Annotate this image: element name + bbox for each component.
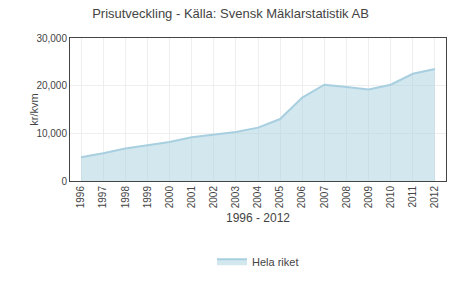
svg-text:1996 - 2012: 1996 - 2012 (226, 211, 290, 225)
svg-text:2011: 2011 (407, 186, 418, 208)
svg-text:20,000: 20,000 (36, 80, 67, 91)
svg-text:Hela riket: Hela riket (252, 256, 298, 268)
svg-text:2008: 2008 (341, 186, 352, 209)
svg-text:2007: 2007 (319, 186, 330, 209)
svg-text:0: 0 (61, 176, 67, 187)
svg-text:2002: 2002 (208, 186, 219, 209)
svg-text:30,000: 30,000 (36, 33, 67, 44)
svg-text:Prisutveckling - Källa: Svensk: Prisutveckling - Källa: Svensk Mäklarsta… (92, 6, 369, 21)
svg-text:2004: 2004 (252, 186, 263, 209)
svg-text:1998: 1998 (120, 186, 131, 209)
svg-text:2005: 2005 (274, 186, 285, 209)
svg-text:2003: 2003 (230, 186, 241, 209)
svg-text:1997: 1997 (97, 186, 108, 209)
svg-text:kr/kvm: kr/kvm (28, 93, 40, 125)
svg-text:1996: 1996 (75, 186, 86, 209)
svg-text:2006: 2006 (296, 186, 307, 209)
svg-text:2000: 2000 (164, 186, 175, 209)
svg-text:2010: 2010 (385, 186, 396, 209)
svg-text:10,000: 10,000 (36, 128, 67, 139)
svg-text:2009: 2009 (363, 186, 374, 209)
svg-text:1999: 1999 (142, 186, 153, 209)
svg-text:2012: 2012 (429, 186, 440, 209)
svg-text:2001: 2001 (186, 186, 197, 209)
